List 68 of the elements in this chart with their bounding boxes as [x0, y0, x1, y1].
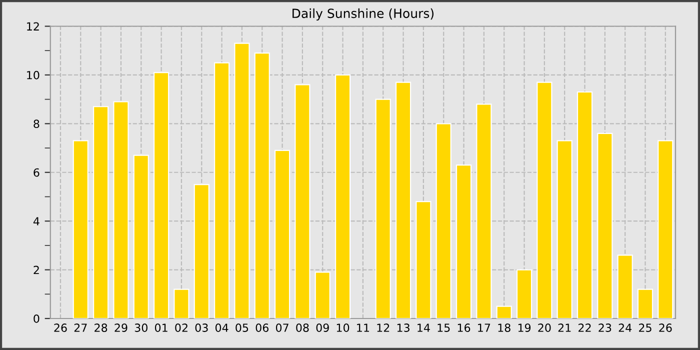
bar — [395, 82, 412, 318]
bar — [153, 72, 170, 318]
bar — [456, 164, 472, 318]
x-tick-label: 26 — [659, 324, 672, 332]
x-tick-label: 29 — [114, 324, 128, 332]
bar — [334, 74, 351, 318]
bar — [92, 106, 109, 318]
x-tick-label: 07 — [276, 324, 288, 332]
x-tick-label: 24 — [618, 324, 632, 332]
x-tick-label: 18 — [498, 324, 510, 332]
bar — [496, 306, 512, 318]
x-tick-label: 30 — [134, 324, 148, 332]
x-tick-label: 05 — [236, 324, 248, 332]
bar — [214, 62, 230, 318]
bar — [294, 84, 310, 318]
x-tick-label: 15 — [438, 324, 450, 332]
bar — [516, 269, 532, 318]
y-tick-label: 4 — [33, 217, 40, 226]
x-tick-label: 16 — [458, 324, 470, 332]
bar — [234, 42, 250, 318]
bar — [254, 52, 270, 318]
x-tick-label: 13 — [397, 324, 410, 332]
bar — [637, 288, 654, 318]
x-tick-label: 04 — [215, 324, 228, 332]
bar — [314, 272, 330, 318]
y-tick-label: 12 — [27, 22, 39, 30]
x-tick-label: 26 — [54, 324, 67, 332]
y-tick-label: 0 — [34, 314, 40, 323]
x-tick-label: 08 — [296, 324, 309, 332]
bar — [194, 184, 210, 318]
bar — [72, 140, 88, 318]
bar — [174, 288, 190, 318]
y-tick-label: 8 — [34, 120, 40, 128]
bar — [597, 132, 613, 318]
x-tick-label: 21 — [558, 324, 571, 332]
y-tick-label: 6 — [34, 168, 40, 177]
x-tick-label: 28 — [94, 324, 108, 332]
x-tick-label: 06 — [256, 324, 268, 332]
bar — [274, 150, 290, 318]
x-tick-label: 03 — [195, 324, 208, 332]
x-tick-label: 02 — [175, 324, 188, 332]
bar — [617, 254, 633, 318]
bar — [133, 154, 149, 318]
x-tick-label: 19 — [518, 324, 531, 332]
bar — [416, 201, 432, 318]
y-tick-label: 2 — [34, 266, 39, 274]
bar — [113, 101, 129, 318]
bar — [476, 104, 492, 318]
chart-title: Daily Sunshine (Hours) — [292, 8, 434, 21]
x-tick-label: 17 — [478, 324, 490, 332]
x-tick-label: 27 — [74, 324, 87, 332]
x-tick-label: 11 — [357, 324, 369, 332]
bar — [375, 98, 391, 318]
x-tick-label: 10 — [336, 324, 350, 332]
bar — [658, 140, 674, 318]
x-tick-label: 20 — [538, 324, 551, 332]
x-tick-label: 09 — [316, 324, 329, 332]
y-tick-label: 10 — [27, 70, 40, 80]
x-tick-label: 12 — [377, 324, 390, 332]
x-tick-label: 14 — [418, 324, 430, 332]
bar — [556, 140, 572, 318]
bar — [576, 91, 593, 318]
x-tick-label: 25 — [639, 324, 652, 332]
bar — [536, 82, 552, 318]
x-tick-label: 23 — [598, 324, 612, 332]
bar — [436, 123, 452, 318]
x-tick-label: 01 — [154, 324, 168, 332]
x-tick-label: 22 — [578, 324, 591, 332]
